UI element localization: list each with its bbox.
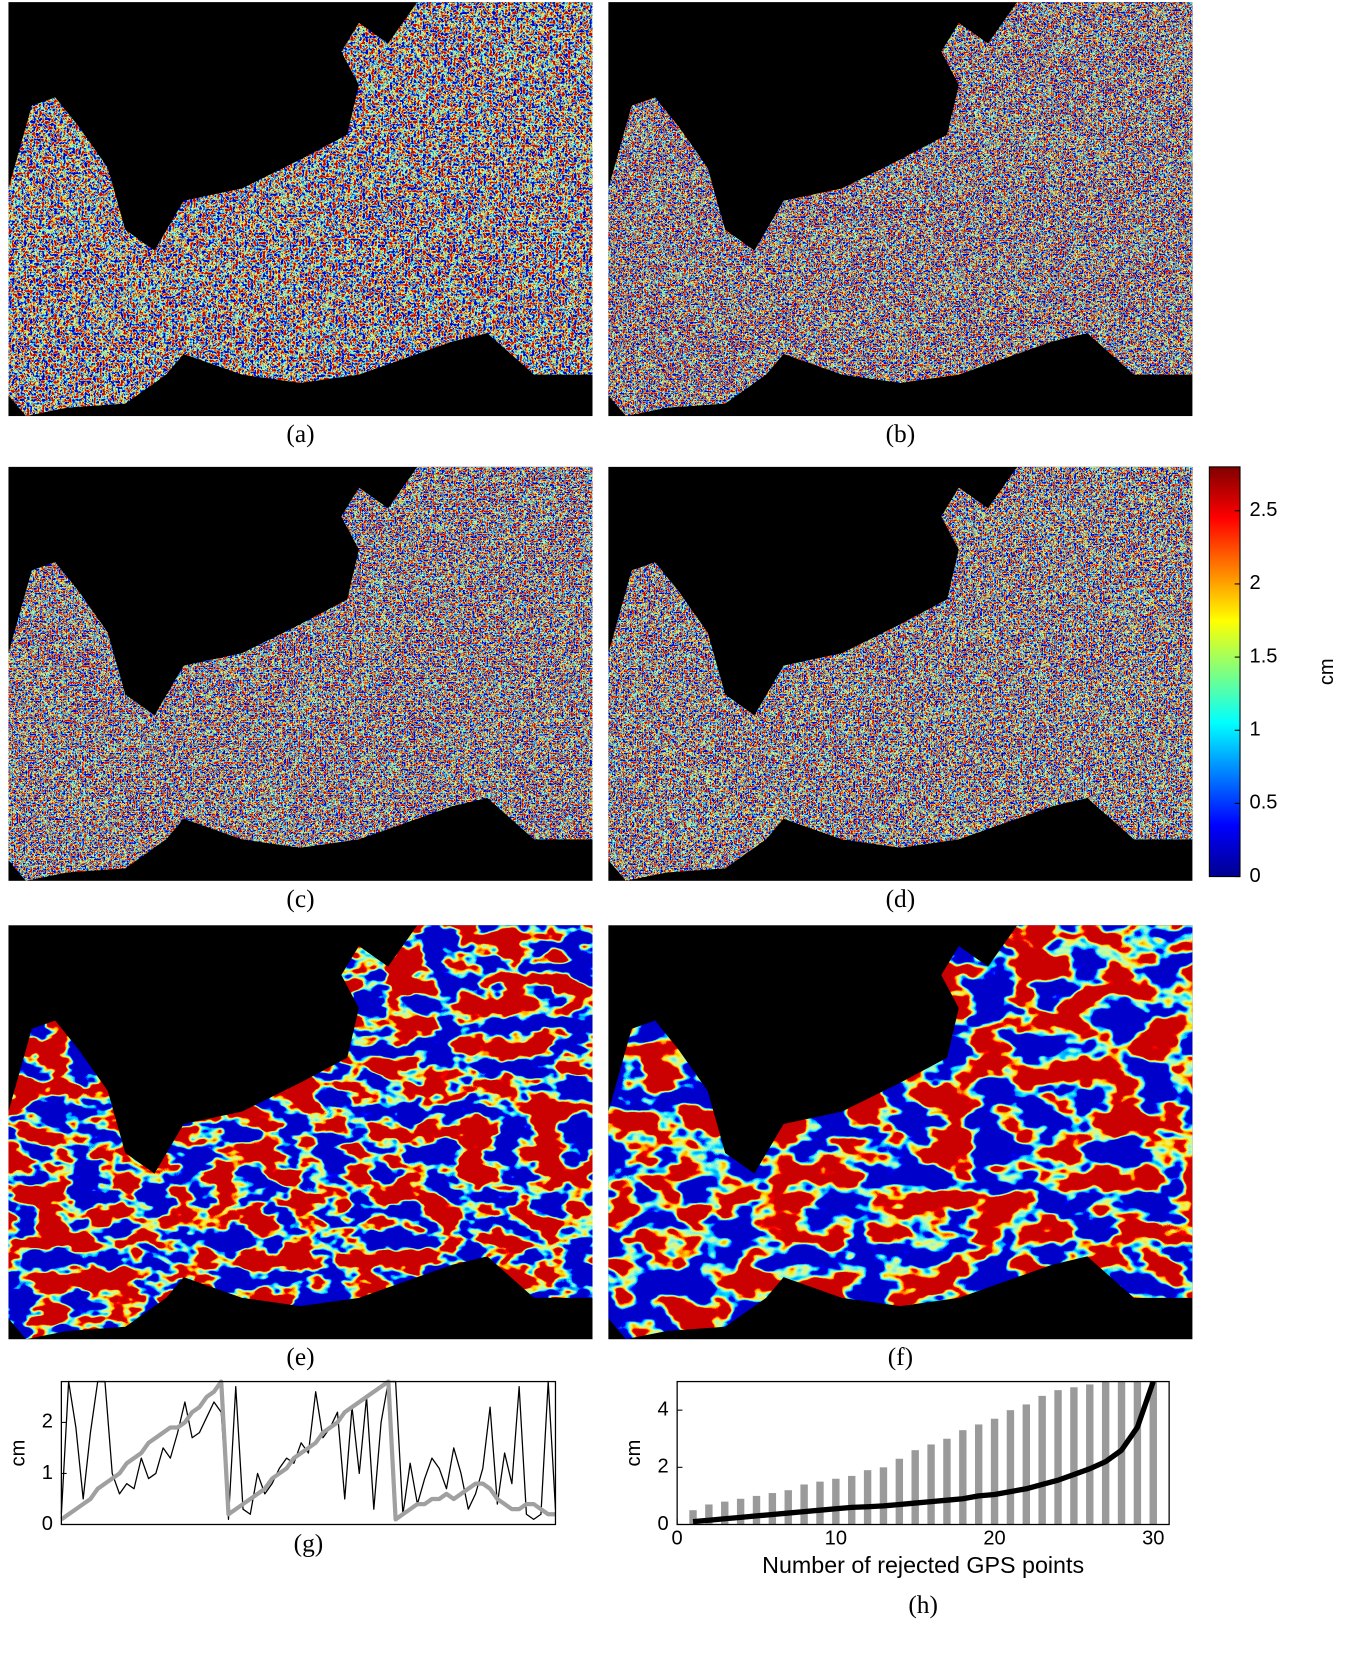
range-bar	[768, 1493, 777, 1525]
range-bar	[879, 1467, 888, 1525]
colorbar-tick-label: 2.5	[1250, 499, 1278, 521]
panel-label: (a)	[286, 420, 314, 448]
range-bar	[848, 1475, 856, 1525]
range-bar	[959, 1430, 967, 1525]
y-tick-label: 1	[42, 1462, 53, 1484]
range-bar	[832, 1478, 840, 1525]
x-tick-label: 10	[825, 1528, 847, 1550]
y-tick-label: 2	[657, 1456, 668, 1478]
colorbar-tick-label: 2	[1250, 572, 1261, 594]
range-bar	[943, 1438, 951, 1525]
range-bar	[911, 1450, 919, 1525]
range-bar	[895, 1458, 904, 1525]
range-bar	[974, 1424, 983, 1525]
panel-label: (c)	[286, 885, 314, 913]
range-bar	[705, 1504, 713, 1525]
colorbar-tick-label: 1.5	[1250, 645, 1278, 667]
colorbar-tick-label: 0.5	[1250, 792, 1278, 814]
y-tick-label: 4	[657, 1398, 668, 1420]
range-bar	[1022, 1404, 1031, 1525]
panel-label: (f)	[888, 1343, 913, 1371]
y-tick-label: 2	[42, 1411, 53, 1433]
range-bar	[752, 1495, 761, 1525]
colorbar	[1208, 466, 1241, 878]
y-axis-label: cm	[623, 1440, 645, 1467]
range-bar	[1101, 1381, 1110, 1525]
range-bar	[1070, 1387, 1078, 1525]
range-bar	[1038, 1395, 1046, 1525]
panel-label: (h)	[908, 1591, 938, 1619]
colorbar-label: cm	[1316, 658, 1338, 685]
x-tick-label: 0	[672, 1528, 683, 1550]
range-bar	[1086, 1384, 1094, 1525]
range-bar	[736, 1498, 745, 1525]
plot-frame	[676, 1380, 1170, 1526]
x-tick-label: 30	[1142, 1528, 1164, 1550]
y-axis-label: cm	[7, 1440, 29, 1467]
range-bar	[1133, 1381, 1142, 1525]
x-axis-label: Number of rejected GPS points	[762, 1552, 1084, 1578]
panel-label: (b)	[886, 420, 916, 448]
data-line	[60, 1380, 557, 1521]
panel-label: (g)	[294, 1529, 324, 1557]
range-bar	[1149, 1381, 1157, 1525]
plot-frame	[60, 1380, 557, 1526]
range-bar	[721, 1501, 729, 1525]
range-bar	[784, 1490, 792, 1525]
panel-label: (e)	[286, 1343, 314, 1371]
range-bar	[800, 1484, 808, 1525]
y-tick-label: 0	[42, 1513, 53, 1535]
data-line	[60, 1379, 556, 1522]
x-tick-label: 20	[983, 1528, 1005, 1550]
range-bar	[816, 1481, 824, 1525]
range-bar	[990, 1418, 999, 1525]
range-bar	[927, 1444, 935, 1525]
range-bar	[689, 1510, 697, 1525]
colorbar-tick-label: 0	[1250, 865, 1261, 887]
y-tick-label: 0	[657, 1513, 668, 1535]
range-bar	[1006, 1410, 1015, 1525]
colorbar-tick-label: 1	[1250, 719, 1261, 741]
panel-label: (d)	[886, 885, 916, 913]
range-bar	[863, 1470, 872, 1525]
data-line	[692, 1380, 1156, 1525]
range-bar	[1054, 1390, 1062, 1525]
